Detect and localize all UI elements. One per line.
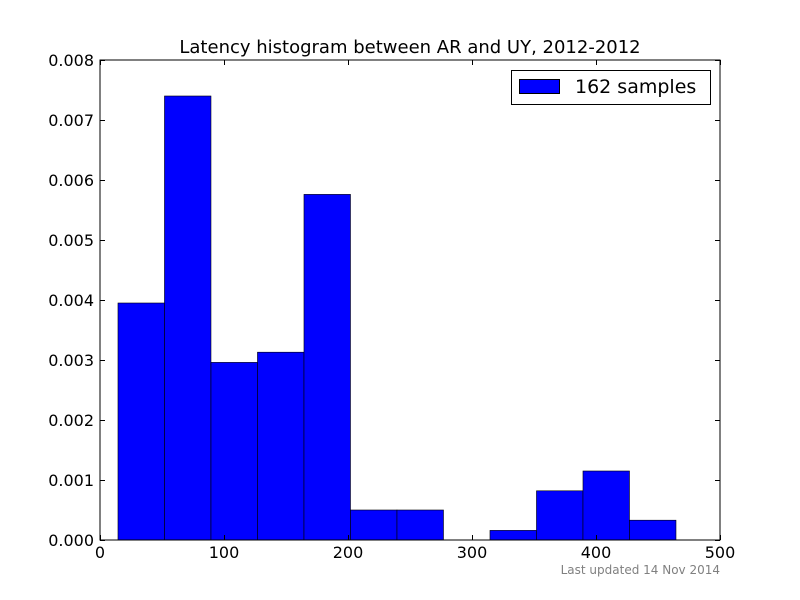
histogram-bar-4 bbox=[303, 194, 351, 541]
y-tick-label: 0.006 bbox=[48, 171, 94, 190]
histogram-bar-8 bbox=[489, 530, 537, 541]
legend: 162 samples bbox=[511, 70, 711, 105]
y-tick-label: 0.004 bbox=[48, 291, 94, 310]
histogram-bar-0 bbox=[117, 302, 165, 541]
legend-swatch bbox=[519, 79, 560, 94]
x-tick-label: 100 bbox=[209, 543, 240, 562]
histogram-bar-11 bbox=[629, 519, 677, 541]
histogram-bar-5 bbox=[350, 509, 398, 541]
x-tick-label: 200 bbox=[333, 543, 364, 562]
chart-title: Latency histogram between AR and UY, 201… bbox=[179, 37, 640, 58]
histogram-bars bbox=[117, 95, 677, 541]
histogram-bar-10 bbox=[582, 470, 630, 541]
histogram-bar-3 bbox=[257, 351, 305, 541]
x-tick-label: 0 bbox=[95, 543, 105, 562]
legend-label: 162 samples bbox=[575, 76, 696, 98]
y-tick-label: 0.005 bbox=[48, 231, 94, 250]
y-tick-label: 0.000 bbox=[48, 531, 94, 550]
y-tick-label: 0.003 bbox=[48, 351, 94, 370]
histogram-bar-2 bbox=[210, 362, 258, 541]
y-tick-label: 0.008 bbox=[48, 51, 94, 70]
histogram-bar-6 bbox=[396, 509, 444, 541]
axis-ticks: 0 100 200 300 400 500 0.000 0.001 0.002 0.003 0.00… bbox=[48, 51, 735, 562]
x-tick-label: 500 bbox=[705, 543, 736, 562]
histogram-bar-1 bbox=[164, 95, 212, 541]
y-tick-label: 0.001 bbox=[48, 471, 94, 490]
x-tick-label: 300 bbox=[457, 543, 488, 562]
y-tick-label: 0.002 bbox=[48, 411, 94, 430]
y-tick-label: 0.007 bbox=[48, 111, 94, 130]
last-updated-note: Last updated 14 Nov 2014 bbox=[561, 563, 720, 577]
x-tick-label: 400 bbox=[581, 543, 612, 562]
histogram-bar-9 bbox=[536, 490, 584, 541]
